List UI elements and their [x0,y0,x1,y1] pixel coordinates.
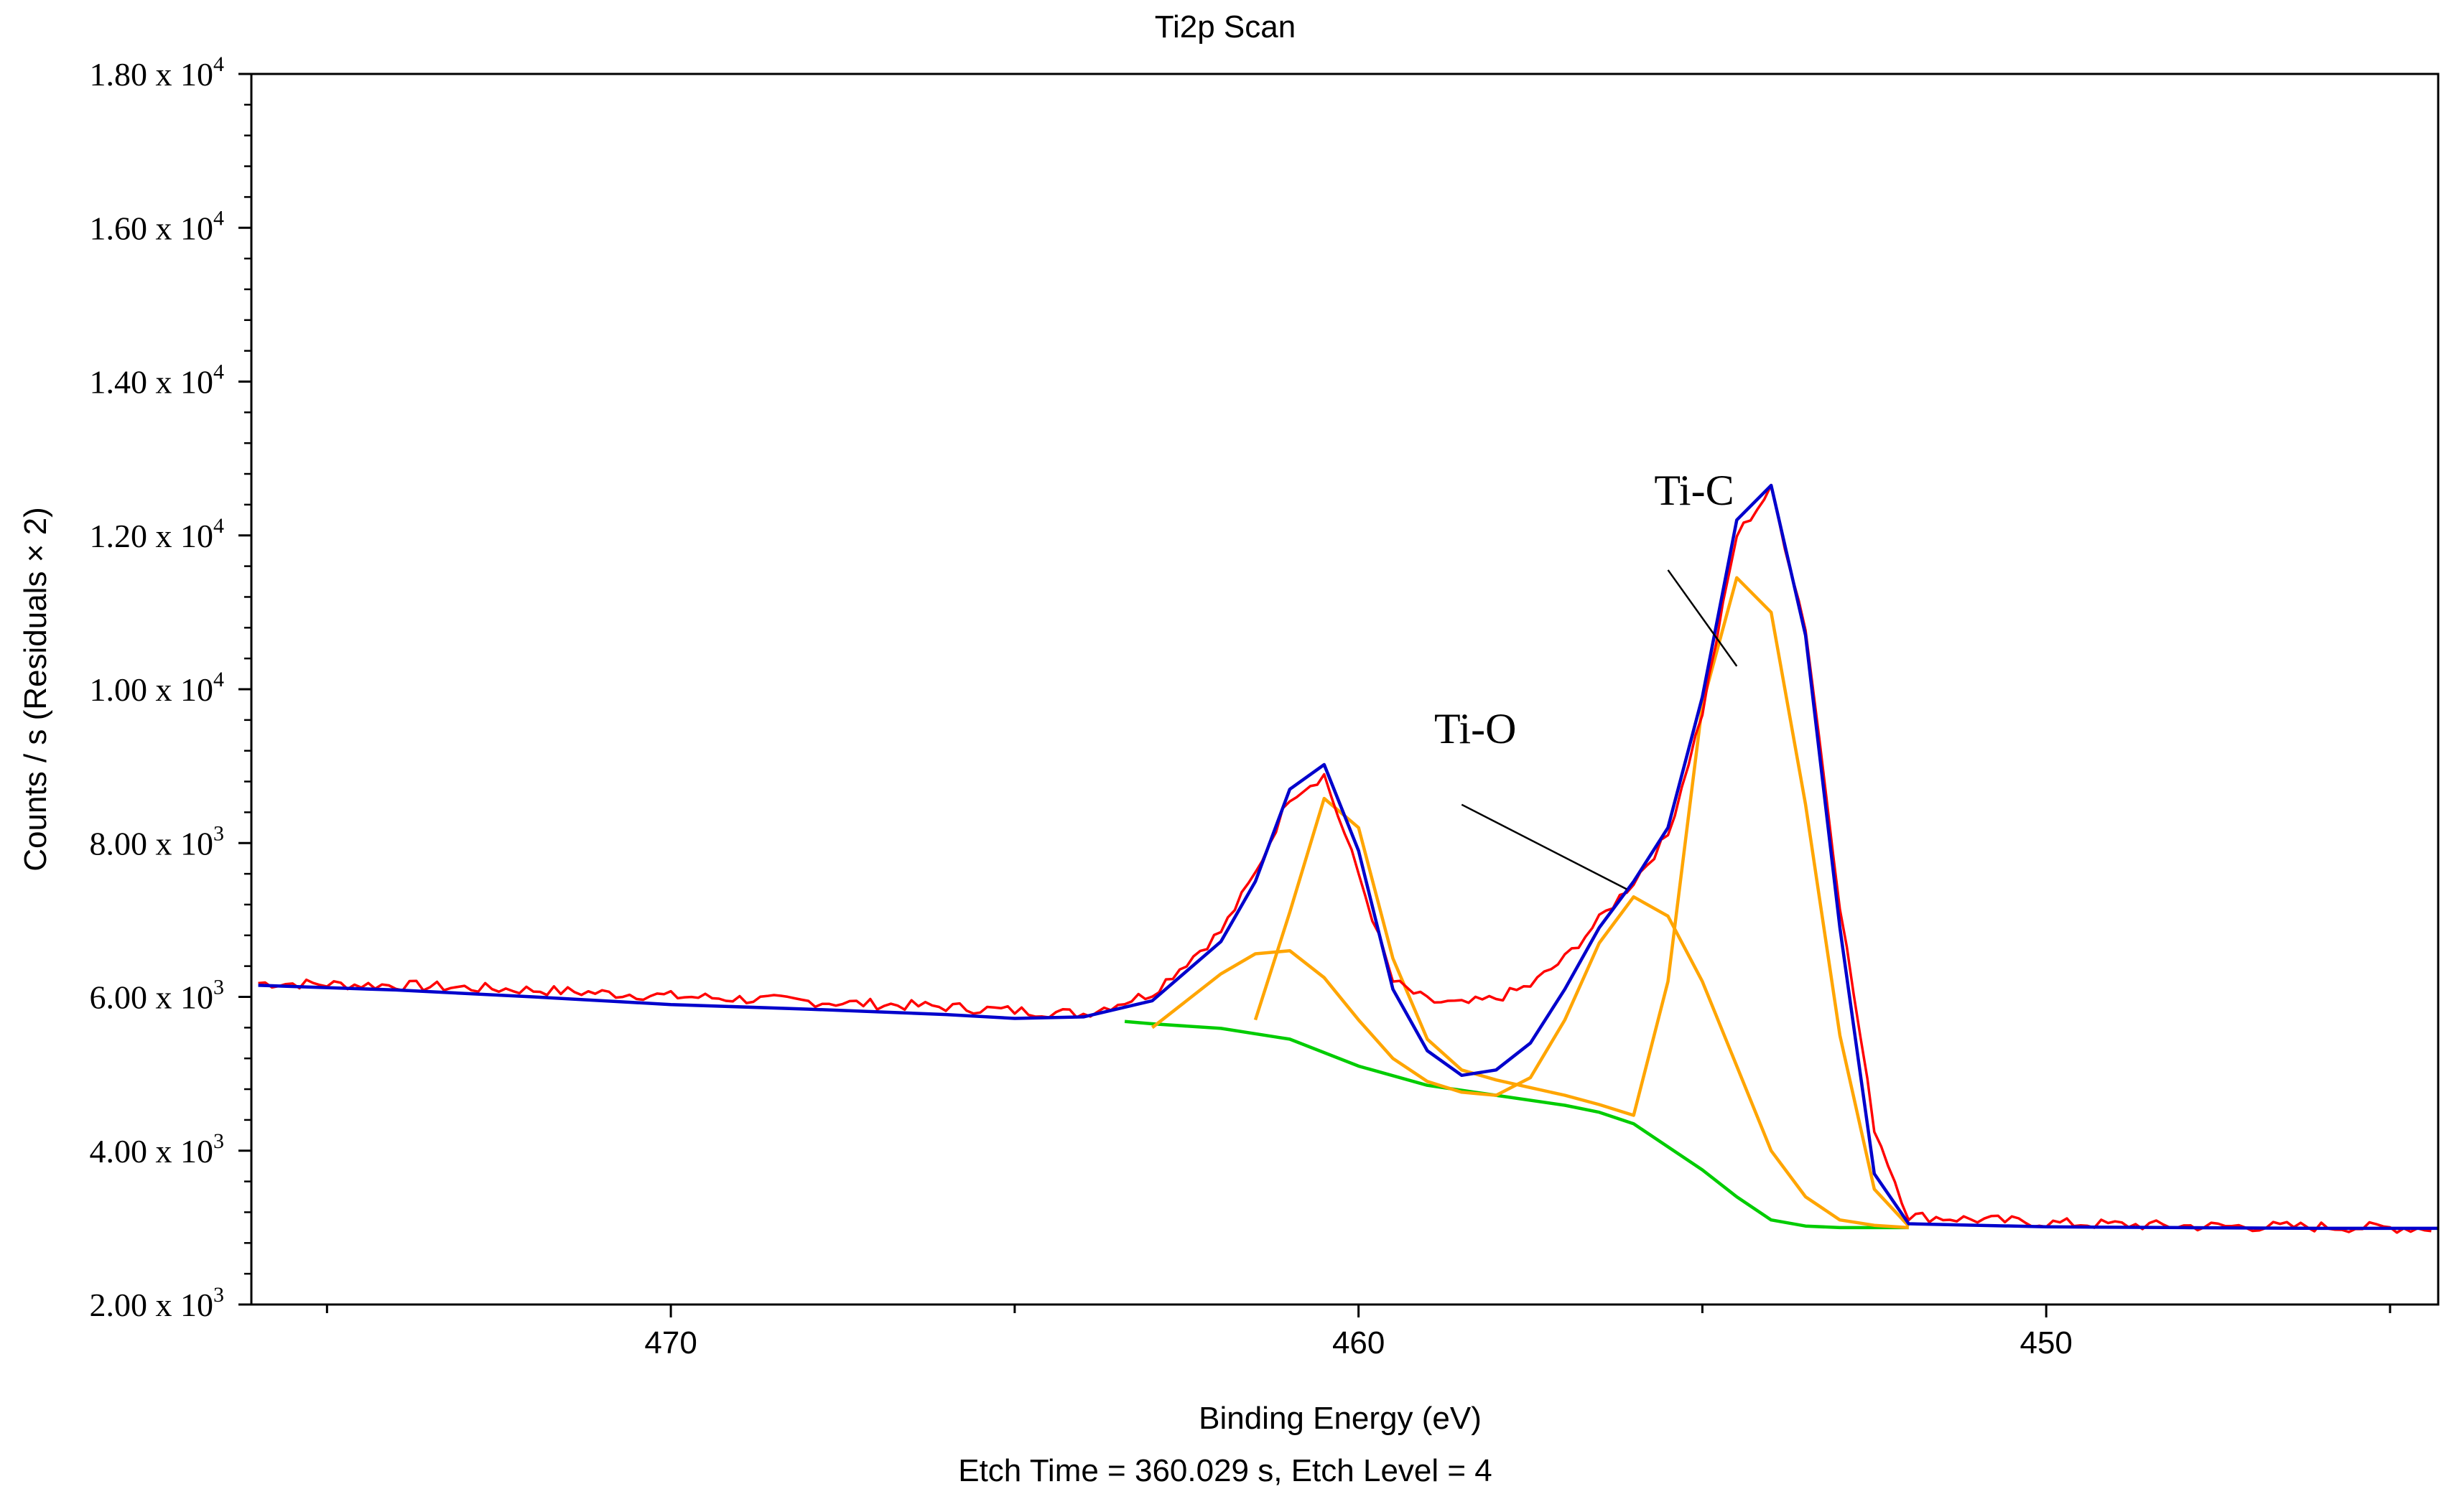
annotation-leader-line [1461,803,1627,890]
series-raw-data-line [258,483,2432,1234]
y-tick-label: 1.60 x 104 [90,206,225,246]
annotation-label-ti-o: Ti-O [1434,705,1517,752]
y-tick-label: 1.20 x 104 [90,514,225,554]
y-tick-label: 1.40 x 104 [90,360,225,401]
y-tick-label: 1.80 x 104 [90,52,225,93]
y-tick-label: 2.00 x 103 [90,1283,225,1323]
annotation-label-ti-c: Ti-C [1654,467,1734,514]
y-tick-label: 4.00 x 103 [90,1129,225,1170]
series-envelope-line [258,483,2438,1231]
series-background-line [1124,1019,1909,1230]
y-tick-label: 6.00 x 103 [90,976,225,1016]
etch-info-footer: Etch Time = 360.029 s, Etch Level = 4 [958,1453,1492,1488]
plot-area [258,483,2438,1234]
chart-title: Ti2p Scan [1155,9,1296,45]
annotations: Ti-C Ti-O [1434,467,1738,890]
y-tick-label: 1.00 x 104 [90,668,225,708]
x-tick-label: 450 [2020,1325,2072,1361]
y-tick-label: 8.00 x 103 [90,821,225,862]
x-tick-label: 470 [644,1325,697,1361]
x-axis-label: Binding Energy (eV) [1199,1401,1482,1436]
series-ti-o-line [1151,895,1909,1230]
axes: 2.00 x 103 4.00 x 103 6.00 x 103 8.00 x 103… [90,52,2440,1361]
annotation-leader-line [1667,569,1738,667]
x-tick-label: 460 [1332,1325,1385,1361]
y-axis-label: Counts / s (Residuals × 2) [18,507,53,871]
series-ti-c-line [1253,576,1910,1228]
